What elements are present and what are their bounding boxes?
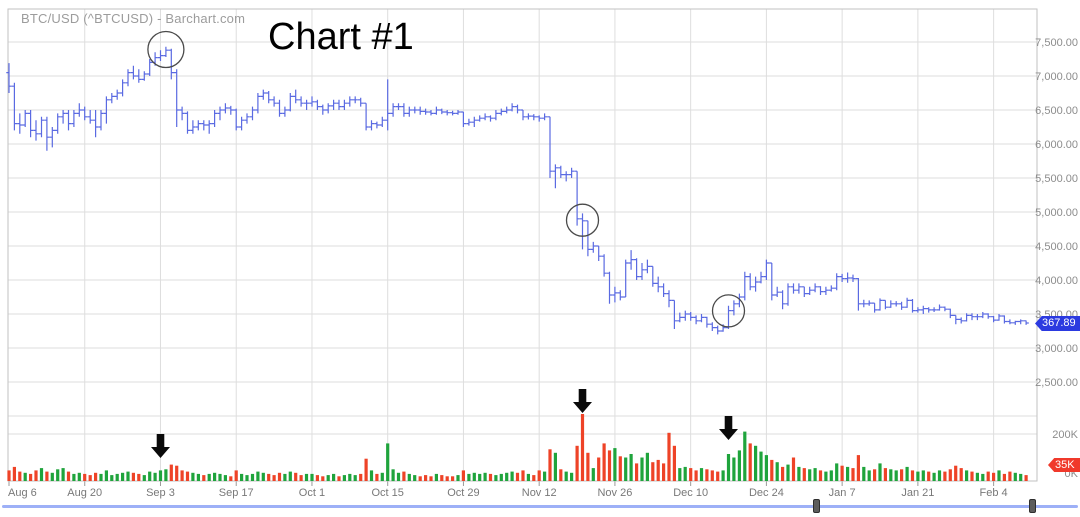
svg-text:Oct 15: Oct 15: [371, 487, 403, 499]
annotation-circle: [565, 203, 600, 237]
svg-text:5,500.00: 5,500.00: [1035, 173, 1078, 185]
svg-text:Aug 6: Aug 6: [8, 487, 37, 499]
last-price-badge: 367.89: [1035, 316, 1080, 331]
annotation-down-arrow: [719, 416, 738, 440]
last-price-value: 367.89: [1042, 317, 1076, 329]
svg-text:3,000.00: 3,000.00: [1035, 343, 1078, 355]
svg-text:Oct 1: Oct 1: [299, 487, 325, 499]
svg-text:Feb 4: Feb 4: [980, 487, 1008, 499]
svg-text:4,500.00: 4,500.00: [1035, 241, 1078, 253]
svg-text:6,500.00: 6,500.00: [1035, 105, 1078, 117]
time-scrollbar[interactable]: [2, 499, 1078, 513]
svg-text:Aug 20: Aug 20: [67, 487, 102, 499]
svg-text:Sep 3: Sep 3: [146, 487, 175, 499]
svg-text:Dec 10: Dec 10: [673, 487, 708, 499]
svg-text:Dec 24: Dec 24: [749, 487, 784, 499]
scrollbar-handle-left[interactable]: [813, 499, 820, 513]
svg-text:5,000.00: 5,000.00: [1035, 207, 1078, 219]
current-volume-badge: 35K: [1048, 458, 1080, 472]
annotation-circle: [711, 294, 746, 328]
symbol-title: BTC/USD (^BTCUSD) - Barchart.com: [21, 11, 246, 26]
annotation-down-arrow: [151, 434, 170, 458]
svg-text:Oct 29: Oct 29: [447, 487, 479, 499]
scrollbar-handle-right[interactable]: [1029, 499, 1036, 513]
annotation-circle: [147, 30, 185, 69]
svg-text:2,500.00: 2,500.00: [1035, 377, 1078, 389]
svg-text:4,000.00: 4,000.00: [1035, 275, 1078, 287]
current-volume-value: 35K: [1055, 459, 1075, 471]
svg-text:7,500.00: 7,500.00: [1035, 37, 1078, 49]
svg-text:Jan 7: Jan 7: [829, 487, 856, 499]
svg-text:Nov 26: Nov 26: [597, 487, 632, 499]
annotation-down-arrow: [573, 389, 592, 413]
svg-text:200K: 200K: [1052, 429, 1078, 441]
svg-text:6,000.00: 6,000.00: [1035, 139, 1078, 151]
svg-text:Sep 17: Sep 17: [219, 487, 254, 499]
svg-text:7,000.00: 7,000.00: [1035, 71, 1078, 83]
chart-annotation-label: Chart #1: [268, 16, 414, 58]
svg-text:Jan 21: Jan 21: [901, 487, 934, 499]
svg-text:Nov 12: Nov 12: [522, 487, 557, 499]
